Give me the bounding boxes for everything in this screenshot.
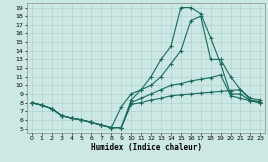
X-axis label: Humidex (Indice chaleur): Humidex (Indice chaleur) — [91, 143, 202, 152]
